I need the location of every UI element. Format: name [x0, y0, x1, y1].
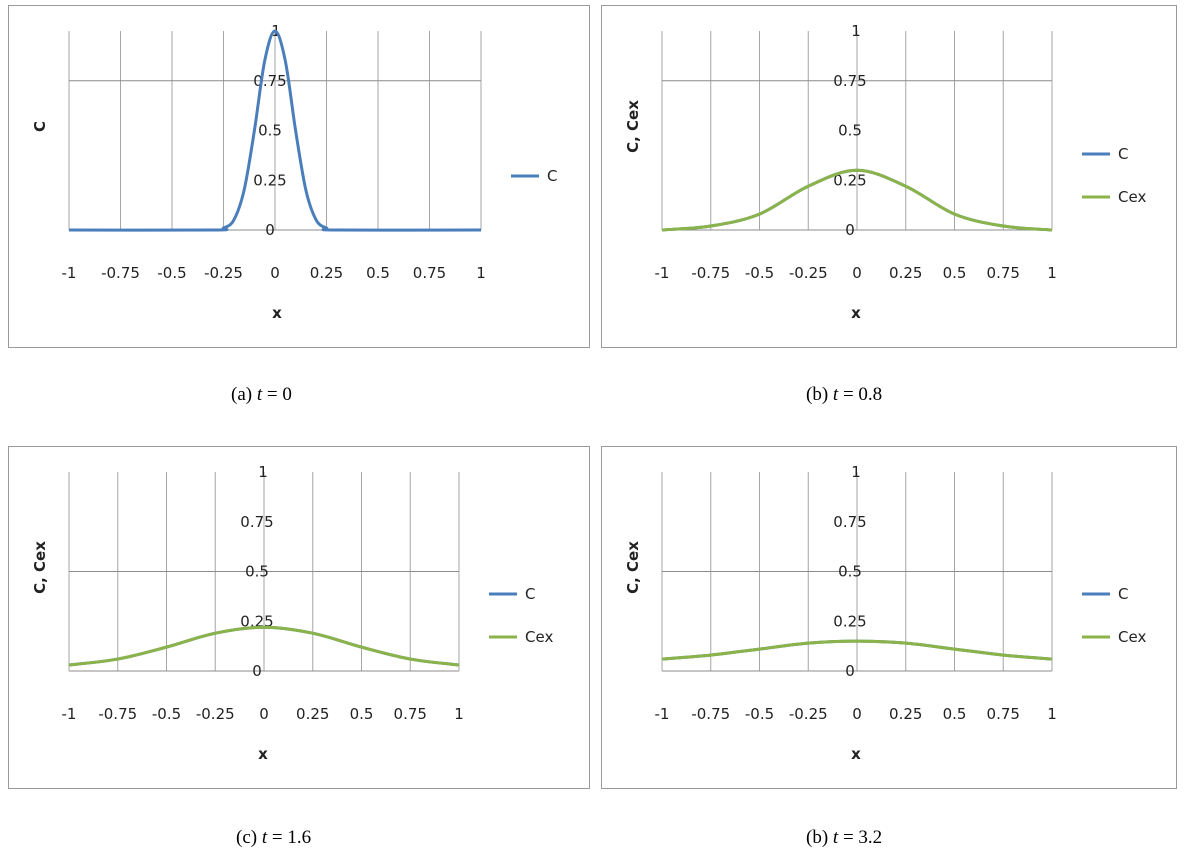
y-axis-title: C	[31, 121, 49, 132]
x-tick-label: -0.75	[691, 264, 730, 282]
y-axis-title: C, Cex	[624, 100, 642, 153]
x-tick-label: -1	[62, 264, 77, 282]
x-tick-label: -0.5	[745, 264, 774, 282]
x-tick-label: -0.75	[101, 264, 140, 282]
x-tick-label: 0	[270, 264, 280, 282]
y-tick-label: 0.75	[833, 513, 866, 531]
legend-label-cex: Cex	[1118, 188, 1146, 206]
x-axis-title: x	[258, 745, 268, 763]
x-tick-label: 1	[1047, 705, 1057, 723]
y-tick-label: 0	[265, 221, 275, 239]
chart-a: 0 0.25 0.5 0.75 1 -1 -0.75 -0.5 -0.25 0 0.25 0.5 0.7…	[31, 22, 557, 322]
series-line-cex	[661, 639, 1053, 661]
x-tick-label: 0.25	[310, 264, 343, 282]
x-tick-label: 1	[476, 264, 486, 282]
y-tick-label: 0	[845, 662, 855, 680]
x-tick-label: -0.25	[789, 264, 828, 282]
caption-c: (c) t = 1.6	[236, 827, 312, 848]
y-tick-label: 1	[851, 22, 861, 40]
x-tick-label: -0.5	[157, 264, 186, 282]
x-tick-label: 0	[259, 705, 269, 723]
y-tick-label: 0.75	[833, 72, 866, 90]
caption-d: (b) t = 3.2	[806, 827, 883, 848]
x-axis-title: x	[851, 745, 861, 763]
y-tick-label: 1	[258, 463, 268, 481]
y-tick-label: 0	[845, 221, 855, 239]
x-tick-label: 0.75	[987, 705, 1020, 723]
chart-c: 00.250.50.751-1 -0.75 -0.5 -0.25 0 0.25 0.5 0.7…	[31, 463, 553, 763]
x-tick-label: -0.5	[745, 705, 774, 723]
x-axis-title: x	[851, 304, 861, 322]
y-tick-label: 0.25	[833, 171, 866, 189]
chart-b: 0 0.25 0.5 0.75 1 -1 -0.75 -0.5 -0.25 0 0.25 0.5 0.7…	[624, 22, 1146, 322]
x-tick-label: -0.5	[152, 705, 181, 723]
legend-label-c: C	[1118, 585, 1128, 603]
x-tick-label: 0.75	[987, 264, 1020, 282]
legend-label-cex: Cex	[525, 628, 553, 646]
x-tick-label: -0.25	[789, 705, 828, 723]
y-tick-label: 0	[252, 662, 262, 680]
x-tick-label: -1	[62, 705, 77, 723]
x-tick-label: 0	[852, 705, 862, 723]
caption-b: (b) t = 0.8	[806, 384, 883, 405]
x-tick-label: -1	[655, 264, 670, 282]
x-axis-title: x	[272, 304, 282, 322]
y-tick-label: 0.5	[838, 122, 862, 140]
x-tick-label: -0.75	[98, 705, 137, 723]
x-tick-label: 0.25	[889, 705, 922, 723]
y-tick-label: 0.5	[258, 122, 282, 140]
legend-label-c: C	[1118, 145, 1128, 163]
y-tick-label: 0.75	[253, 72, 286, 90]
y-axis-title: C, Cex	[31, 541, 49, 594]
x-tick-label: -1	[655, 705, 670, 723]
series-line-cex	[661, 168, 1053, 232]
x-tick-label: 1	[454, 705, 464, 723]
x-tick-label: 0.5	[350, 705, 374, 723]
legend-label-c: C	[525, 585, 535, 603]
x-tick-label: 0.25	[889, 264, 922, 282]
y-tick-label: 0.5	[838, 563, 862, 581]
y-tick-label: 0.5	[245, 563, 269, 581]
legend-label-cex: Cex	[1118, 628, 1146, 646]
caption-a: (a) t = 0	[231, 384, 292, 405]
series-line-cex	[68, 625, 460, 667]
x-tick-label: 0.5	[943, 264, 967, 282]
x-tick-label: -0.25	[204, 264, 243, 282]
x-tick-label: 1	[1047, 264, 1057, 282]
series-line-c	[68, 29, 482, 232]
chart-panel-a: 0 0.25 0.5 0.75 1 -1 -0.75 -0.5 -0.25 0 0.25 0.5 0.7…	[8, 5, 590, 348]
x-tick-label: 0.75	[413, 264, 446, 282]
y-tick-label: 0.75	[240, 513, 273, 531]
chart-panel-c: 0 0.25 0.5 0.75 1 -1 -0.75 -0.5 -0.25 0 0.25 0.5 0.7…	[8, 446, 590, 789]
x-tick-label: 0.75	[394, 705, 427, 723]
legend-label-c: C	[547, 167, 557, 185]
x-tick-label: 0.5	[366, 264, 390, 282]
x-tick-label: 0	[852, 264, 862, 282]
y-tick-label: 0.25	[253, 171, 286, 189]
x-tick-label: 0.25	[296, 705, 329, 723]
y-axis-title: C, Cex	[624, 541, 642, 594]
x-tick-label: -0.25	[196, 705, 235, 723]
x-tick-label: -0.75	[691, 705, 730, 723]
chart-d: 0 0.25 0.5 0.75 1 -1 -0.75 -0.5 -0.25 0 0.25 0.5 0.7…	[624, 463, 1146, 763]
y-tick-label: 0.25	[833, 612, 866, 630]
chart-panel-d: 0 0.25 0.5 0.75 1 -1 -0.75 -0.5 -0.25 0 0.25 0.5 0.7…	[601, 446, 1177, 789]
x-tick-label: 0.5	[943, 705, 967, 723]
chart-panel-b: 0 0.25 0.5 0.75 1 -1 -0.75 -0.5 -0.25 0 0.25 0.5 0.7…	[601, 5, 1177, 348]
y-tick-label: 1	[851, 463, 861, 481]
